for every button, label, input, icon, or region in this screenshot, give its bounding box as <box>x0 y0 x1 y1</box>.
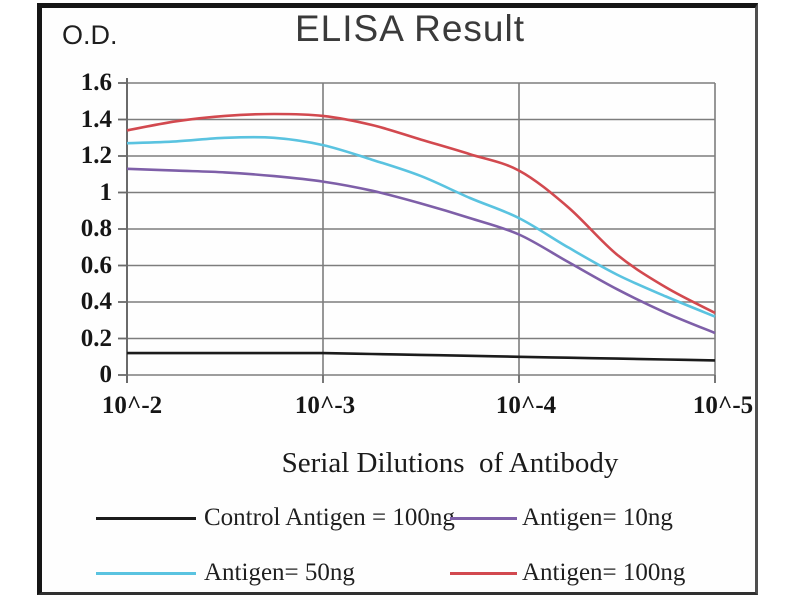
y-tick-label: 1.2 <box>80 142 112 169</box>
y-tick-label: 1.4 <box>80 105 112 133</box>
x-axis-title: Serial Dilutions of Antibody <box>281 447 619 479</box>
legend-label-antigen-50: Antigen= 50ng <box>204 559 355 586</box>
y-tick-label: 0.6 <box>80 251 112 279</box>
legend-label-antigen-10: Antigen= 10ng <box>522 504 673 531</box>
plot-area <box>118 78 716 383</box>
y-tick-label: 0.4 <box>80 288 112 315</box>
y-tick-label: 1 <box>99 178 113 206</box>
curve-antigen-50 <box>126 135 716 318</box>
x-tick-label: 10^-2 <box>101 392 163 419</box>
x-tick-label: 10^-4 <box>495 392 557 419</box>
curve-control <box>127 351 716 362</box>
legend-label-antigen-100: Antigen= 100ng <box>522 559 686 586</box>
x-tick-label: 10^-5 <box>692 392 754 419</box>
chart-title: ELISA Result <box>294 8 525 49</box>
curve-antigen-10 <box>126 167 716 335</box>
x-tick-label: 10^-3 <box>294 392 356 419</box>
y-tick-label: 0 <box>99 361 113 388</box>
legend-label-control: Control Antigen = 100ng <box>204 504 455 531</box>
legend-line-antigen-50 <box>96 572 196 575</box>
curve-antigen-100 <box>126 112 716 315</box>
legend-line-antigen-10 <box>450 517 517 520</box>
y-tick-label: 0.2 <box>80 324 112 352</box>
legend-line-control <box>96 517 196 520</box>
legend-line-antigen-100 <box>450 572 517 575</box>
y-axis-unit-label: O.D. <box>62 20 118 50</box>
y-tick-label: 1.6 <box>80 69 112 96</box>
y-tick-label: 0.8 <box>80 215 112 242</box>
